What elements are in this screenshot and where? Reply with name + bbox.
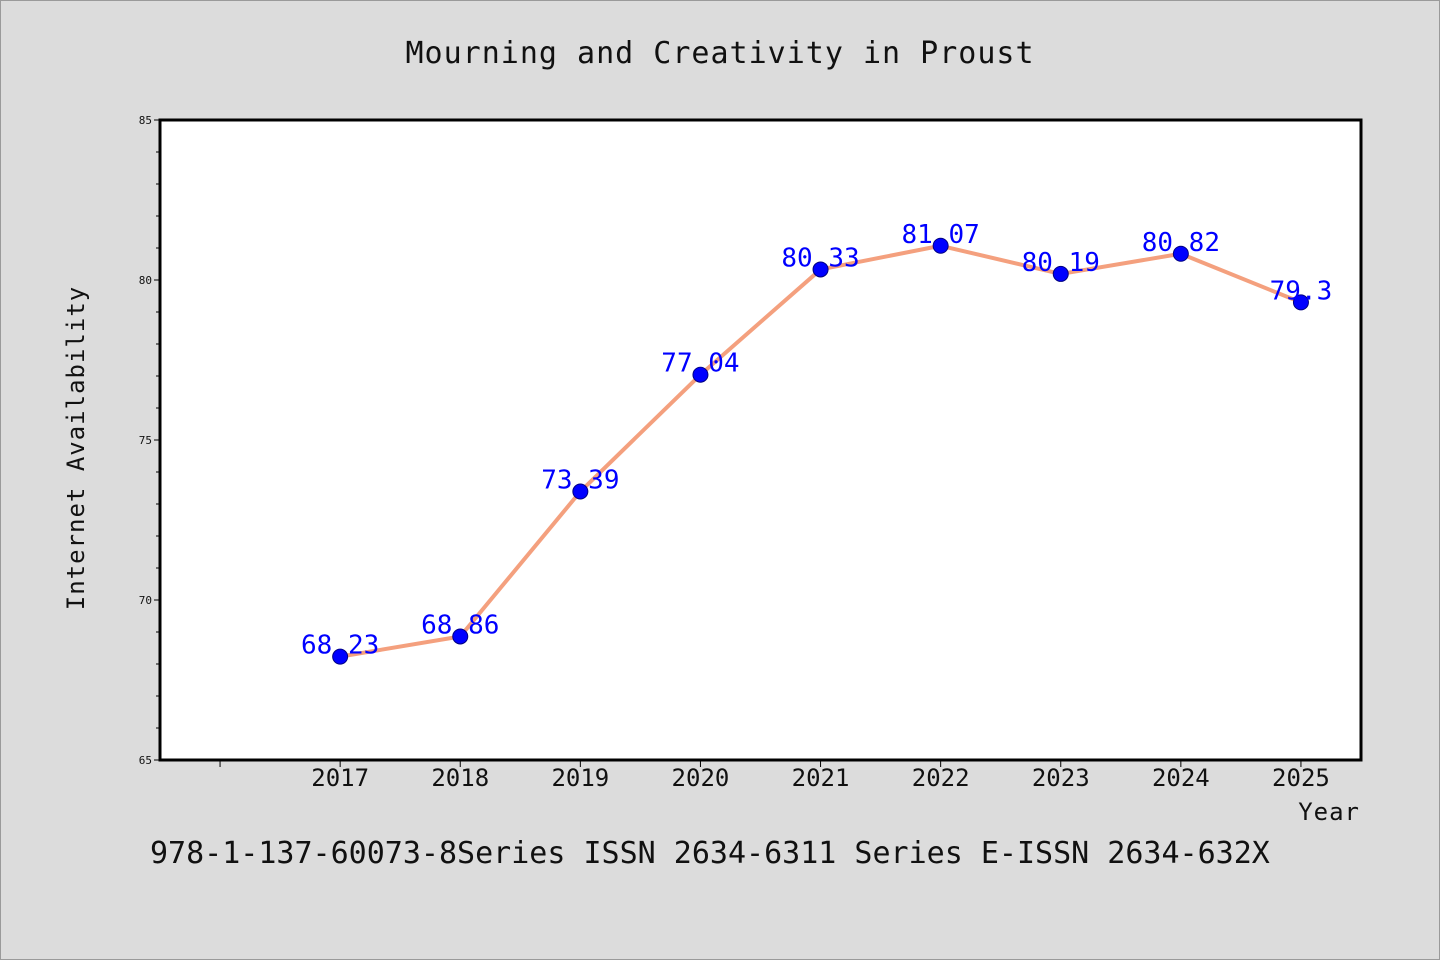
x-tick-label: 2022: [912, 764, 970, 792]
data-label: 80.82: [1142, 228, 1220, 258]
x-tick-label: 2020: [672, 764, 730, 792]
data-point: [332, 648, 349, 665]
chart-title: Mourning and Creativity in Proust: [405, 36, 1034, 71]
y-tick-label: 65: [139, 754, 152, 767]
x-tick-label: 2019: [551, 764, 609, 792]
x-tick-label: 2021: [792, 764, 850, 792]
y-tick-label: 70: [139, 594, 152, 607]
y-axis: 65 70 75 80 85: [139, 114, 160, 767]
data-point: [692, 366, 709, 383]
data-point: [1172, 245, 1189, 262]
y-tick-label: 75: [139, 434, 152, 447]
data-label: 77.04: [661, 349, 739, 379]
data-point: [572, 483, 589, 500]
x-axis-title: Year: [1298, 798, 1360, 826]
y-tick-label: 80: [139, 274, 152, 287]
x-tick-label: 2023: [1032, 764, 1090, 792]
data-point: [812, 261, 829, 278]
data-label: 80.33: [781, 243, 859, 273]
y-tick-label: 85: [139, 114, 152, 127]
isbn-caption: 978-1-137-60073-8Series ISSN 2634-6311 S…: [150, 836, 1270, 871]
x-axis: 2017 2018 2019 2020 2021 2022 2023 2024 2025: [219, 760, 1330, 792]
series-group: 68.23 68.86 73.39 77.04 80.33 81.07 80.19 80.82…: [301, 220, 1333, 665]
x-tick-label: 2018: [431, 764, 489, 792]
x-tick-label: 2025: [1272, 764, 1330, 792]
x-tick-label: 2024: [1152, 764, 1210, 792]
data-point: [1292, 294, 1309, 311]
data-label: 73.39: [541, 466, 619, 496]
data-point: [932, 237, 949, 254]
data-label: 68.86: [421, 610, 499, 640]
data-label: 81.07: [902, 220, 980, 250]
data-label: 79.3: [1270, 276, 1333, 306]
data-label: 68.23: [301, 631, 379, 661]
data-label: 80.19: [1022, 248, 1100, 278]
y-axis-title: Internet Availability: [62, 286, 90, 610]
x-tick-label: 2017: [311, 764, 369, 792]
data-point: [452, 628, 469, 645]
data-point: [1052, 265, 1069, 282]
